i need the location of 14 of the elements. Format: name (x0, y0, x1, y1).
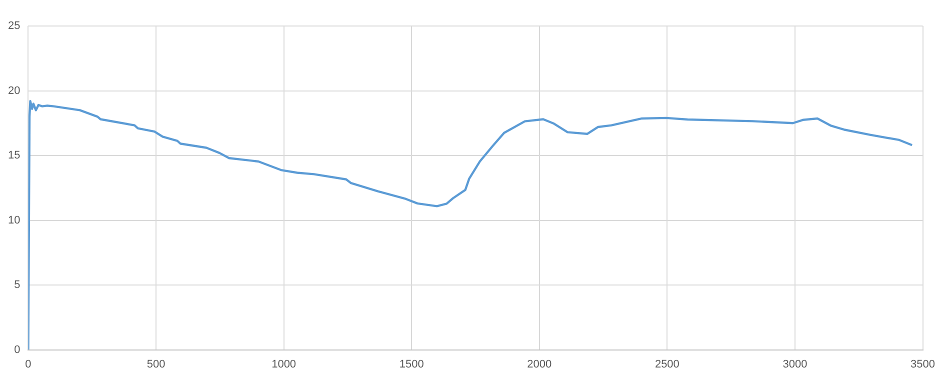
y-tick-label: 0 (14, 344, 20, 356)
x-tick-label: 500 (146, 358, 166, 370)
y-tick-label: 5 (14, 279, 20, 292)
y-tick-label: 20 (8, 84, 20, 97)
y-tick-label: 10 (8, 214, 20, 226)
x-tick-label: 1000 (272, 358, 296, 370)
y-tick-label: 15 (8, 150, 20, 162)
x-tick-label: 0 (25, 358, 32, 370)
y-tick-label: 25 (8, 20, 20, 32)
x-tick-label: 1500 (399, 358, 424, 370)
x-tick-label: 3000 (782, 358, 808, 370)
x-tick-label: 3500 (910, 358, 936, 370)
x-tick-label: 2000 (527, 358, 552, 370)
x-tick-label: 2500 (654, 358, 680, 370)
